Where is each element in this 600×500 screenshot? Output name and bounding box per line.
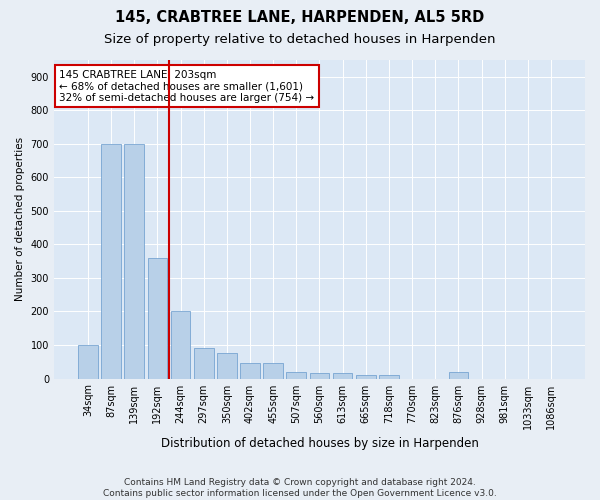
Text: 145 CRABTREE LANE: 203sqm
← 68% of detached houses are smaller (1,601)
32% of se: 145 CRABTREE LANE: 203sqm ← 68% of detac… [59,70,314,103]
Bar [217,354,236,378]
Bar [170,312,190,378]
Bar [379,375,399,378]
Bar [148,258,167,378]
Bar [356,375,376,378]
Bar [194,348,214,378]
Bar [101,144,121,378]
Bar [263,363,283,378]
Y-axis label: Number of detached properties: Number of detached properties [15,137,25,302]
Text: Size of property relative to detached houses in Harpenden: Size of property relative to detached ho… [104,32,496,46]
Text: 145, CRABTREE LANE, HARPENDEN, AL5 5RD: 145, CRABTREE LANE, HARPENDEN, AL5 5RD [115,10,485,25]
Bar [333,372,352,378]
Text: Contains HM Land Registry data © Crown copyright and database right 2024.
Contai: Contains HM Land Registry data © Crown c… [103,478,497,498]
Bar [240,363,260,378]
Bar [310,372,329,378]
Bar [124,144,144,378]
X-axis label: Distribution of detached houses by size in Harpenden: Distribution of detached houses by size … [161,437,478,450]
Bar [286,372,306,378]
Bar [78,345,98,378]
Bar [449,372,468,378]
